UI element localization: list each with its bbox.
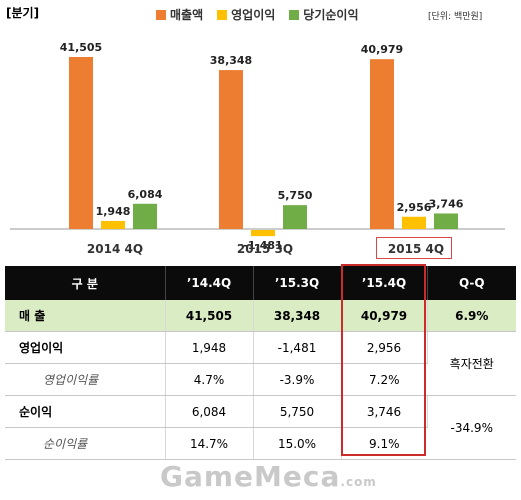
cell-value: -3.9%: [253, 363, 342, 396]
header-15-4q: ’15.4Q: [341, 266, 428, 300]
row-label: 영업이익: [5, 331, 166, 364]
bar-net-2014-4q: [133, 203, 157, 229]
data-label-operating-2014-4q: 1,948: [96, 205, 131, 218]
bar-sales-2014-4q: [69, 57, 93, 229]
table-row-net-margin: 순이익률 14.7% 15.0% 9.1%: [5, 427, 516, 460]
cell-value: 14.7%: [165, 427, 254, 460]
cell-value: 2,956: [341, 331, 428, 364]
legend-item-sales: 매출액: [156, 6, 203, 23]
bar-sales-2015-3q: [219, 70, 243, 229]
table-row-operating-margin: 영업이익률 4.7% -3.9% 7.2%: [5, 363, 516, 396]
period-label: [분기]: [6, 6, 40, 20]
data-label-sales-2014-4q: 41,505: [60, 41, 102, 54]
cell-qq-operating: 흑자전환: [427, 331, 516, 396]
watermark-logo: GameMeca.com: [160, 460, 377, 493]
row-label: 순이익: [5, 395, 166, 428]
legend-swatch-operating: [217, 9, 228, 20]
tick-label-2014-4q: 2014 4Q: [87, 242, 143, 256]
bar-operating-2015-3q: [251, 230, 275, 237]
bar-chart: 41,505 1,948 6,084 2014 4Q 38,348 -1,481 5,750…: [10, 41, 505, 256]
legend-item-operating: 영업이익: [217, 6, 275, 23]
legend-swatch-sales: [156, 9, 166, 20]
bar-net-2015-3q: [283, 205, 307, 229]
data-label-net-2015-4q: 3,746: [429, 197, 464, 210]
cell-value: 4.7%: [165, 363, 254, 396]
legend-swatch-net: [289, 9, 300, 20]
bar-sales-2015-4q: [370, 59, 394, 230]
table-row-net-income: 순이익 6,084 5,750 3,746 -34.9%: [5, 395, 516, 460]
cell-value: 9.1%: [341, 427, 427, 460]
table-row-operating-profit: 영업이익 1,948 -1,481 2,956 흑자전환: [5, 331, 516, 396]
data-label-sales-2015-3q: 38,348: [210, 54, 252, 67]
table-header-row: 구 분 ’14.4Q ’15.3Q ’15.4Q Q-Q: [5, 266, 516, 300]
data-label-net-2015-3q: 5,750: [278, 189, 313, 202]
tick-label-2015-3q: 2015 3Q: [237, 242, 293, 256]
cell-value: 41,505: [165, 300, 254, 332]
watermark-main: GameMeca: [160, 460, 341, 493]
cell-value: 6,084: [165, 395, 254, 428]
row-label: 순이익률: [5, 427, 166, 460]
row-label: 영업이익률: [5, 363, 166, 396]
row-label: 매 출: [5, 300, 166, 332]
cell-value: 7.2%: [341, 363, 427, 396]
cell-value: -1,481: [253, 331, 342, 364]
data-label-net-2014-4q: 6,084: [128, 188, 163, 201]
header-15-3q: ’15.3Q: [253, 266, 342, 300]
legend-item-net: 당기순이익: [289, 6, 359, 23]
data-label-sales-2015-4q: 40,979: [361, 43, 403, 56]
cell-value: 38,348: [253, 300, 342, 332]
cell-value: 15.0%: [253, 427, 342, 460]
header-14-4q: ’14.4Q: [165, 266, 254, 300]
tick-label-2015-4q: 2015 4Q: [388, 242, 444, 256]
table-row-sales: 매 출 41,505 38,348 40,979 6.9%: [5, 300, 516, 332]
cell-qq-net: -34.9%: [427, 395, 516, 460]
header-qq: Q-Q: [427, 266, 516, 300]
cell-value: 5,750: [253, 395, 342, 428]
unit-label: [단위: 백만원]: [428, 12, 483, 22]
cell-value: 1,948: [165, 331, 254, 364]
legend-label-net: 당기순이익: [303, 8, 359, 22]
data-label-operating-2015-4q: 2,956: [397, 201, 432, 214]
cell-qq: 6.9%: [427, 300, 516, 332]
bar-operating-2014-4q: [101, 220, 125, 229]
legend-label-operating: 영업이익: [231, 8, 276, 22]
watermark-suffix: .com: [340, 475, 377, 489]
header-category: 구 분: [5, 266, 166, 300]
cell-value: 40,979: [341, 300, 428, 332]
data-label-operating-2015-3q: -1,481: [243, 239, 282, 252]
bar-operating-2015-4q: [402, 216, 426, 229]
cell-value: 3,746: [341, 395, 428, 428]
chart-legend: 매출액 영업이익 당기순이익: [156, 6, 359, 23]
bar-net-2015-4q: [434, 213, 458, 229]
results-table: 구 분 ’14.4Q ’15.3Q ’15.4Q Q-Q 매 출 41,505 …: [5, 266, 516, 460]
legend-label-sales: 매출액: [170, 8, 204, 22]
